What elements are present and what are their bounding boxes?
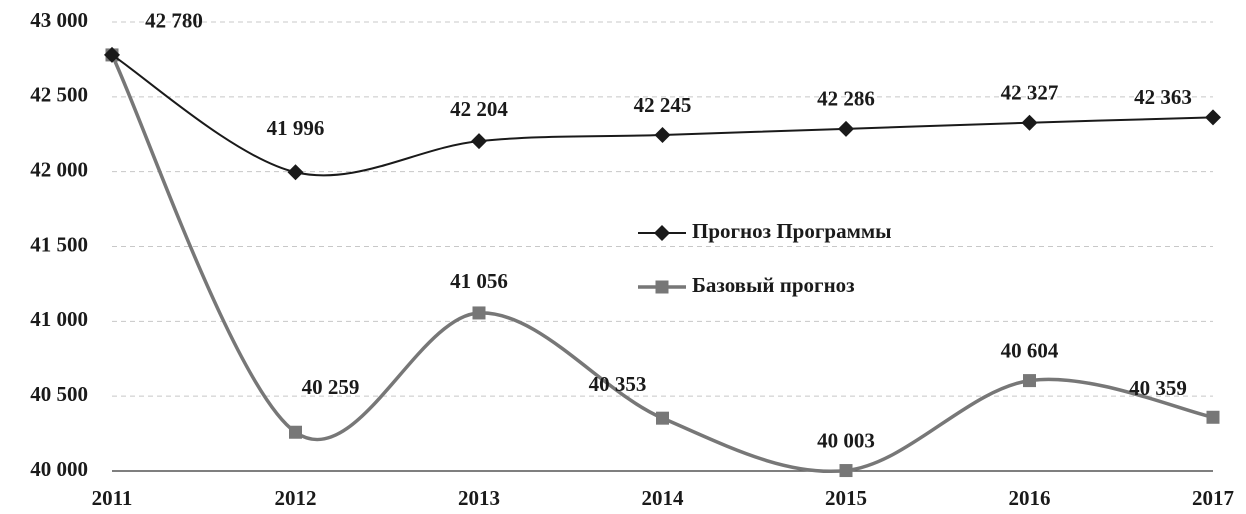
point xyxy=(289,425,302,439)
point xyxy=(1206,410,1220,424)
data-label: 42 363 xyxy=(1134,85,1192,109)
data-label: 40 353 xyxy=(589,372,647,396)
point xyxy=(472,306,486,320)
point xyxy=(838,120,854,137)
legend-label: Базовый прогноз xyxy=(692,273,855,297)
data-label: 42 327 xyxy=(1001,81,1059,105)
x-tick-label: 2016 xyxy=(1009,486,1051,510)
point xyxy=(654,126,671,143)
data-label: 42 204 xyxy=(450,97,508,121)
x-tick-label: 2017 xyxy=(1192,486,1234,510)
data-label: 42 780 xyxy=(145,9,203,33)
point xyxy=(471,133,487,150)
data-label: 40 259 xyxy=(302,375,360,399)
x-tick-label: 2014 xyxy=(642,486,685,510)
data-label: 42 286 xyxy=(817,87,875,111)
y-tick-label: 40 500 xyxy=(30,382,88,406)
y-tick-label: 41 500 xyxy=(30,232,88,256)
y-tick-label: 42 500 xyxy=(30,83,88,107)
data-label: 40 003 xyxy=(817,428,875,452)
data-label: 40 359 xyxy=(1129,376,1187,400)
legend-label: Прогноз Программы xyxy=(692,219,892,243)
y-tick-label: 42 000 xyxy=(30,157,88,181)
x-tick-label: 2011 xyxy=(92,486,133,510)
y-tick-label: 40 000 xyxy=(30,457,88,481)
data-label: 41 056 xyxy=(450,269,508,293)
data-label: 42 245 xyxy=(634,93,692,117)
x-tick-label: 2012 xyxy=(275,486,317,510)
y-tick-label: 43 000 xyxy=(30,8,88,32)
point xyxy=(839,464,853,478)
point xyxy=(1205,109,1221,126)
y-tick-label: 41 000 xyxy=(30,307,88,331)
point xyxy=(1023,374,1036,388)
point xyxy=(1021,114,1038,131)
legend-marker xyxy=(655,280,669,294)
point xyxy=(656,411,669,425)
x-tick-label: 2013 xyxy=(458,486,500,510)
data-label: 41 996 xyxy=(267,116,325,140)
series-line xyxy=(110,54,1214,474)
legend-marker xyxy=(654,225,670,241)
x-tick-label: 2015 xyxy=(825,486,867,510)
point xyxy=(287,164,304,181)
data-label: 40 604 xyxy=(1001,338,1059,362)
point xyxy=(104,46,120,63)
